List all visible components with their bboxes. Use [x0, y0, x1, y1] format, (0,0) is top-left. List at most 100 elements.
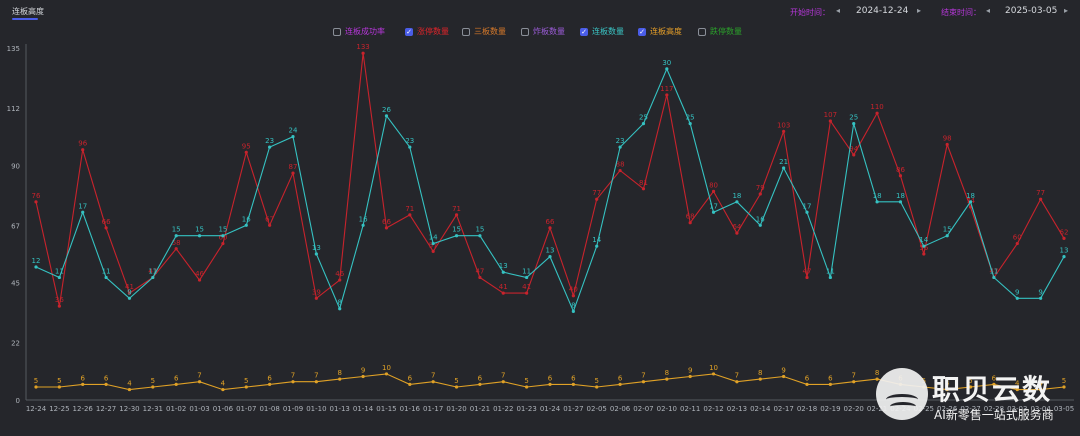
x-tick-label: 12-31 [143, 405, 163, 413]
x-tick-label: 01-16 [400, 405, 421, 413]
data-label: 8 [875, 369, 879, 377]
data-point [291, 171, 295, 175]
x-tick-label: 02-25 [914, 405, 934, 413]
start-date-prev-arrow[interactable]: ◂ [836, 6, 841, 15]
data-point [361, 51, 365, 55]
legend-item-2[interactable]: 三板数量 [462, 26, 506, 37]
data-point [688, 221, 692, 225]
legend-checkbox[interactable] [333, 27, 341, 36]
data-point [197, 234, 202, 238]
data-point [922, 252, 926, 256]
active-tab-indicator [12, 18, 38, 20]
data-point [314, 252, 318, 256]
data-point [641, 380, 646, 384]
start-date-value[interactable]: 2024-12-24 [856, 6, 909, 16]
data-point [1062, 385, 1066, 389]
data-label: 9 [1015, 288, 1019, 296]
x-tick-label: 12-25 [49, 405, 69, 413]
start-date-next-arrow[interactable]: ▸ [917, 6, 922, 15]
data-label: 24 [289, 127, 298, 135]
data-point [361, 374, 365, 379]
data-point [1015, 241, 1019, 246]
data-label: 15 [943, 226, 952, 234]
data-label: 5 [968, 377, 972, 385]
y-tick-label: 22 [11, 340, 20, 348]
data-label: 21 [779, 158, 788, 166]
legend-item-4[interactable]: 连板数量 [580, 26, 624, 37]
legend-item-0[interactable]: 连板成功率 [333, 26, 385, 37]
data-label: 5 [594, 377, 598, 385]
data-point [431, 249, 435, 253]
data-label: 47 [989, 267, 998, 275]
data-label: 25 [686, 114, 695, 122]
data-point [1015, 296, 1019, 300]
data-point [34, 385, 38, 389]
data-point [968, 385, 973, 389]
data-label: 9 [688, 367, 692, 375]
data-label: 17 [803, 202, 812, 210]
data-point [758, 377, 762, 381]
data-point [244, 223, 248, 227]
data-point [945, 234, 949, 238]
data-point [268, 223, 272, 227]
end-date-next-arrow[interactable]: ▸ [1064, 6, 1069, 15]
legend-label: 跌停数量 [710, 27, 742, 36]
data-label: 60 [1013, 234, 1022, 242]
legend-checkbox[interactable] [580, 27, 588, 36]
data-point [782, 166, 786, 170]
data-point [898, 174, 903, 178]
data-point [805, 382, 809, 386]
data-point [688, 122, 692, 126]
data-label: 15 [475, 226, 484, 234]
tab-bar: 连板高度 [0, 0, 1080, 22]
data-point [291, 135, 295, 139]
data-point [688, 374, 692, 379]
legend-checkbox[interactable] [462, 27, 470, 36]
data-label: 16 [359, 215, 368, 223]
data-label: 98 [943, 134, 952, 142]
brand-logo-icon [876, 368, 928, 420]
data-label: 36 [55, 296, 64, 304]
data-label: 41 [499, 283, 508, 291]
data-label: 4 [1015, 380, 1020, 388]
data-point [338, 307, 342, 311]
x-tick-label: 02-27 [960, 405, 980, 413]
data-point [1062, 236, 1066, 240]
y-tick-label: 45 [11, 280, 20, 288]
data-label: 79 [756, 184, 765, 192]
x-tick-label: 01-03 [189, 405, 209, 413]
x-tick-label: 01-06 [213, 405, 234, 413]
data-label: 80 [709, 181, 718, 189]
data-label: 8 [571, 301, 575, 309]
end-date-prev-arrow[interactable]: ◂ [986, 6, 991, 15]
x-tick-label: 02-26 [937, 405, 958, 413]
data-label: 5 [151, 377, 155, 385]
legend-checkbox[interactable] [521, 27, 529, 36]
legend-item-6[interactable]: 跌停数量 [698, 26, 742, 37]
data-label: 13 [546, 247, 555, 255]
legend-checkbox[interactable] [638, 27, 646, 36]
legend-label: 涨停数量 [417, 27, 449, 36]
data-point [875, 200, 879, 204]
data-label: 6 [80, 374, 85, 382]
data-label: 60 [218, 234, 227, 242]
data-point [454, 385, 459, 389]
data-label: 16 [756, 215, 765, 223]
data-point [595, 244, 599, 248]
data-label: 67 [265, 215, 274, 223]
y-tick-label: 0 [16, 397, 20, 405]
legend-item-3[interactable]: 炸板数量 [521, 26, 565, 37]
legend-item-5[interactable]: 连板高度 [638, 26, 682, 37]
data-point [782, 129, 786, 134]
end-date-value[interactable]: 2025-03-05 [1005, 6, 1058, 16]
legend-checkbox[interactable] [698, 27, 706, 36]
tab-lianban-height[interactable]: 连板高度 [12, 7, 44, 16]
legend-item-1[interactable]: 涨停数量 [405, 26, 449, 37]
data-point [81, 148, 85, 152]
data-point [34, 200, 38, 204]
data-point [711, 210, 716, 214]
data-point [221, 241, 225, 246]
data-point [1015, 387, 1019, 392]
data-label: 30 [662, 59, 671, 67]
legend-checkbox[interactable] [405, 27, 413, 36]
